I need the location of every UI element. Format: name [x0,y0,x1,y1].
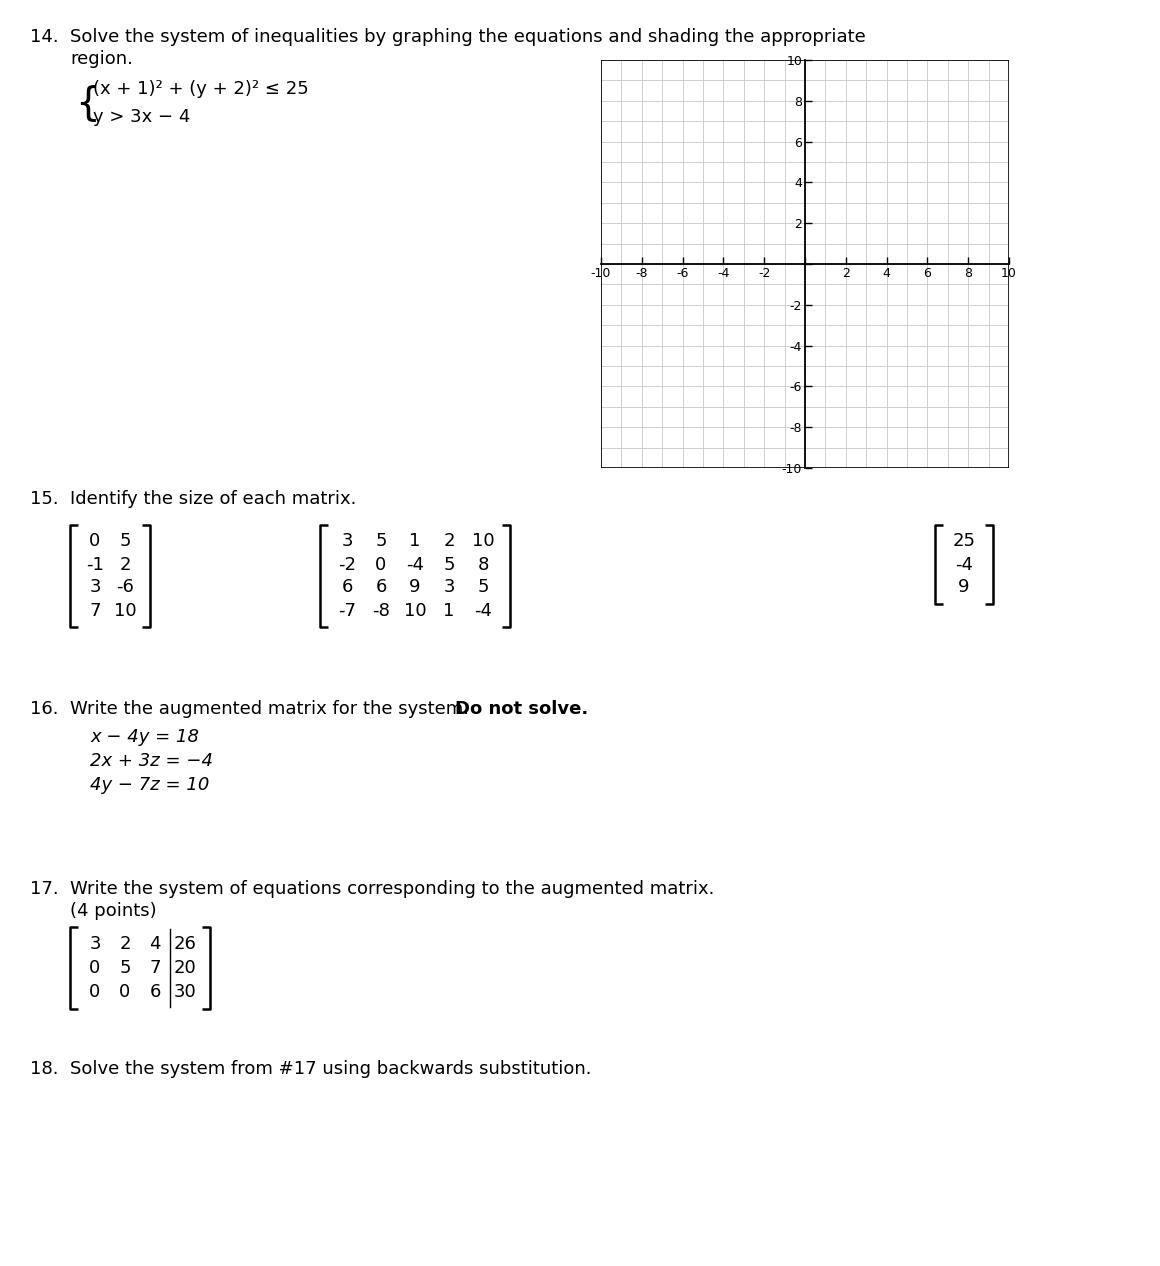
Text: 4y − 7z = 10: 4y − 7z = 10 [90,776,209,794]
Text: -4: -4 [406,556,425,573]
Text: 0: 0 [89,533,101,551]
Text: region.: region. [70,49,133,68]
Text: 7: 7 [89,601,101,619]
Text: Do not solve.: Do not solve. [455,700,588,718]
Text: -2: -2 [338,556,356,573]
Text: 1: 1 [443,601,455,619]
Text: 3: 3 [89,579,101,596]
Text: Write the augmented matrix for the system.: Write the augmented matrix for the syste… [70,700,474,718]
Text: -8: -8 [372,601,390,619]
Text: (4 points): (4 points) [70,901,157,920]
Text: (x + 1)² + (y + 2)² ≤ 25: (x + 1)² + (y + 2)² ≤ 25 [93,80,309,97]
Text: 20: 20 [174,960,196,977]
Text: Solve the system from #17 using backwards substitution.: Solve the system from #17 using backward… [70,1060,592,1079]
Text: Identify the size of each matrix.: Identify the size of each matrix. [70,490,356,508]
Text: 25: 25 [952,533,976,551]
Text: 3: 3 [341,533,353,551]
Text: 17.: 17. [30,880,59,898]
Text: 5: 5 [119,533,131,551]
Text: 2: 2 [119,556,131,573]
Text: x − 4y = 18: x − 4y = 18 [90,728,200,746]
Text: 5: 5 [477,579,488,596]
Text: 2: 2 [443,533,455,551]
Text: Solve the system of inequalities by graphing the equations and shading the appro: Solve the system of inequalities by grap… [70,28,865,46]
Text: 9: 9 [409,579,421,596]
Text: 6: 6 [341,579,353,596]
Text: 14.: 14. [30,28,59,46]
Text: 7: 7 [150,960,161,977]
Text: -4: -4 [474,601,492,619]
Text: 10: 10 [472,533,494,551]
Text: -6: -6 [116,579,133,596]
Text: 10: 10 [404,601,427,619]
Text: 5: 5 [375,533,386,551]
Text: 5: 5 [119,960,131,977]
Text: 15.: 15. [30,490,59,508]
Text: -1: -1 [86,556,104,573]
Text: 5: 5 [443,556,455,573]
Text: 0: 0 [89,982,101,1001]
Text: -4: -4 [955,556,973,573]
Text: 8: 8 [477,556,488,573]
Text: 16.: 16. [30,700,58,718]
Text: Write the system of equations corresponding to the augmented matrix.: Write the system of equations correspond… [70,880,715,898]
Text: 0: 0 [89,960,101,977]
Text: -7: -7 [338,601,356,619]
Text: 0: 0 [376,556,386,573]
Text: 2x + 3z = −4: 2x + 3z = −4 [90,752,213,770]
Text: 0: 0 [119,982,131,1001]
Text: {: { [75,84,100,122]
Text: 2: 2 [119,936,131,953]
Text: 4: 4 [150,936,161,953]
Text: 18.: 18. [30,1060,58,1079]
Text: 10: 10 [114,601,137,619]
Text: 3: 3 [443,579,455,596]
Text: 6: 6 [376,579,386,596]
Text: 26: 26 [174,936,196,953]
Text: y > 3x − 4: y > 3x − 4 [93,108,190,127]
Text: 30: 30 [174,982,196,1001]
Text: 1: 1 [409,533,421,551]
Text: 9: 9 [958,579,970,596]
Text: 3: 3 [89,936,101,953]
Text: 6: 6 [150,982,161,1001]
